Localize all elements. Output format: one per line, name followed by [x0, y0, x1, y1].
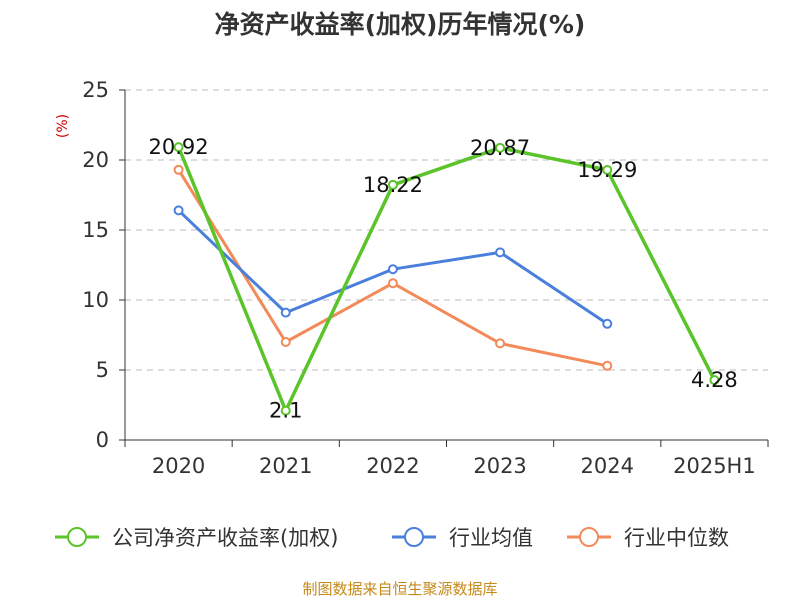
legend-item[interactable]: 公司净资产收益率(加权) [55, 526, 338, 550]
series-2-point [602, 360, 613, 371]
series-0-line [176, 146, 716, 413]
x-tick-label: 2020 [152, 454, 205, 478]
y-tick-label: 10 [82, 288, 109, 312]
series-0-point [173, 142, 184, 153]
data-label: 20.92 [149, 135, 209, 159]
legend-label: 行业均值 [449, 526, 533, 550]
series-0-point [387, 179, 398, 190]
legend-item[interactable]: 行业中位数 [567, 526, 729, 550]
data-labels: 20.92 2.1 18.22 20.87 19.29 4.28 [149, 135, 738, 422]
y-tick-labels: 0 5 10 15 20 25 [82, 78, 109, 452]
series-1-point [495, 247, 506, 258]
series-0-point [709, 375, 720, 386]
legend-label: 行业中位数 [624, 526, 729, 550]
y-tick-label: 15 [82, 218, 109, 242]
series-2-point [495, 338, 506, 349]
gridlines [125, 89, 768, 371]
legend[interactable]: 公司净资产收益率(加权) 行业均值 行业中位数 [55, 526, 729, 550]
legend-marker [404, 527, 424, 547]
series-2-point [173, 164, 184, 175]
axes [119, 89, 769, 447]
y-tick-label: 0 [96, 428, 109, 452]
data-label: 18.22 [363, 173, 423, 197]
legend-item[interactable]: 行业均值 [392, 526, 533, 550]
x-tick-label: 2021 [259, 454, 312, 478]
data-label: 2.1 [269, 399, 302, 423]
series-2-point [280, 337, 291, 347]
y-axis-label: (%) [55, 114, 71, 138]
legend-marker [67, 527, 87, 547]
series-lines [173, 142, 720, 416]
y-tick-label: 25 [82, 78, 109, 102]
x-tick-label: 2023 [473, 454, 526, 478]
source-note: 制图数据来自恒生聚源数据库 [302, 580, 497, 598]
series-0-point [280, 405, 291, 416]
y-tick-label: 20 [82, 148, 109, 172]
x-tick-labels: 2020 2021 2022 2023 2024 2025H1 [152, 454, 756, 478]
series-1-point [173, 205, 184, 216]
x-tick-label: 2025H1 [673, 454, 756, 478]
x-tick-label: 2024 [581, 454, 634, 478]
series-2-point [387, 278, 398, 289]
series-1-point [602, 318, 613, 329]
series-1-point [387, 264, 398, 275]
chart-title: 净资产收益率(加权)历年情况(%) [215, 10, 586, 39]
series-0-point [495, 142, 506, 153]
legend-label: 公司净资产收益率(加权) [112, 526, 338, 550]
data-label: 4.28 [691, 368, 738, 392]
y-tick-label: 5 [96, 358, 109, 382]
series-0-point [602, 164, 613, 175]
series-1-point [280, 307, 291, 318]
data-label: 19.29 [577, 158, 637, 182]
x-tick-label: 2022 [366, 454, 419, 478]
legend-marker [579, 527, 599, 547]
data-label: 20.87 [470, 136, 530, 160]
